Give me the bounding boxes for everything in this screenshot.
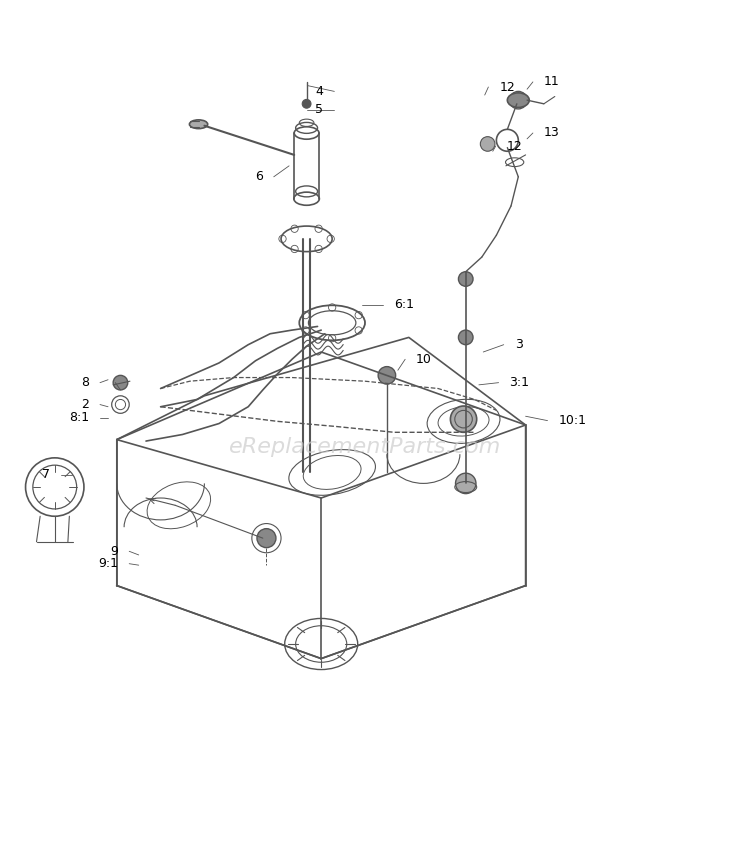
Text: 8: 8 (81, 377, 89, 389)
Text: 6:1: 6:1 (394, 298, 414, 311)
Circle shape (378, 366, 396, 384)
Ellipse shape (507, 93, 529, 107)
Circle shape (458, 272, 473, 286)
Circle shape (113, 376, 128, 390)
Text: 6: 6 (255, 170, 263, 184)
Circle shape (450, 406, 477, 433)
Text: 4: 4 (315, 85, 323, 98)
Circle shape (257, 529, 276, 547)
Text: 10: 10 (416, 353, 432, 366)
Text: 9:1: 9:1 (99, 558, 118, 570)
Circle shape (480, 137, 495, 151)
Text: 11: 11 (544, 76, 560, 88)
Text: 10:1: 10:1 (558, 414, 586, 427)
Text: 3:1: 3:1 (510, 377, 529, 389)
Text: 8:1: 8:1 (69, 411, 89, 424)
Text: 9: 9 (110, 545, 118, 558)
Text: 3: 3 (515, 338, 523, 351)
Text: 12: 12 (499, 81, 515, 94)
Circle shape (456, 473, 476, 494)
Text: 12: 12 (507, 139, 523, 153)
Circle shape (458, 330, 473, 345)
Ellipse shape (189, 120, 208, 128)
Text: 5: 5 (315, 103, 323, 116)
Text: 13: 13 (544, 127, 560, 139)
Text: eReplacementParts.com: eReplacementParts.com (229, 437, 501, 457)
Circle shape (302, 99, 311, 108)
Text: 2: 2 (81, 398, 89, 411)
Text: 7: 7 (42, 468, 50, 481)
